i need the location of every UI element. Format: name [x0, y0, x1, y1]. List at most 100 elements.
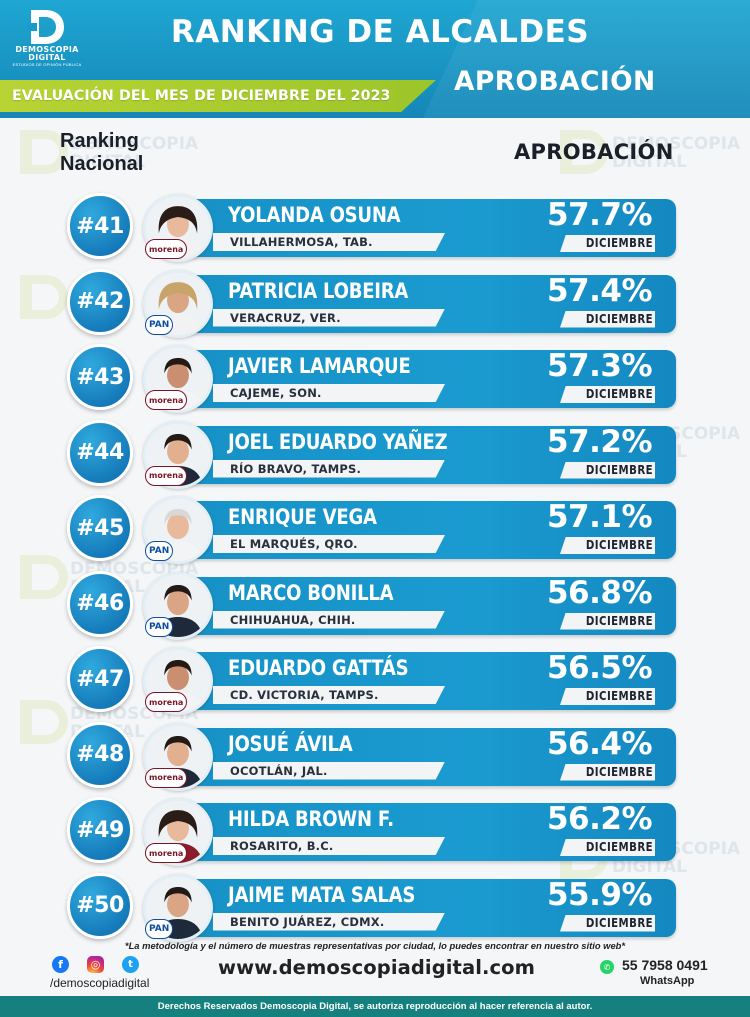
approval-value: 55.9%: [546, 876, 653, 913]
social-handle[interactable]: /demoscopiadigital: [50, 976, 150, 990]
logo-d-icon: [27, 8, 67, 46]
website-link[interactable]: www.demoscopiadigital.com: [218, 956, 536, 979]
mayor-name: JOEL EDUARDO YAÑEZ: [228, 429, 448, 454]
approval-value: 57.3%: [546, 348, 653, 384]
mayor-photo: [143, 194, 213, 262]
city-strip: [213, 610, 445, 629]
logo-tagline: ESTUDIOS DE OPINIÓN PÚBLICA: [12, 62, 82, 67]
month-strip: [560, 914, 655, 932]
mayor-name: EDUARDO GATTÁS: [228, 656, 409, 680]
ranking-row: #48 morena JOSUÉ ÁVILA OCOTLÁN, JAL. 56.…: [0, 719, 750, 794]
month-strip: [560, 310, 655, 328]
party-logo-icon: morena: [145, 239, 188, 259]
approval-value: 57.4%: [546, 272, 653, 309]
twitter-icon[interactable]: t: [122, 956, 139, 973]
city-strip: [213, 686, 445, 704]
mayor-city: BENITO JUÁREZ, CDMX.: [230, 914, 385, 929]
city-strip: [213, 233, 445, 251]
approval-month: DICIEMBRE: [585, 764, 653, 779]
mayor-city: VERACRUZ, VER.: [230, 310, 341, 325]
mayor-name: MARCO BONILLA: [228, 580, 394, 605]
ranking-row: #46 PAN MARCO BONILLA CHIHUAHUA, CHIH. 5…: [0, 568, 750, 643]
methodology-note: *La metodología y el número de muestras …: [124, 940, 626, 951]
mayor-name: JAIME MATA SALAS: [228, 882, 416, 907]
rank-number: #41: [76, 213, 124, 239]
city-strip: [213, 837, 445, 855]
rank-number: #44: [76, 440, 124, 465]
facebook-icon[interactable]: f: [52, 956, 69, 973]
ranking-row: #41 morena YOLANDA OSUNA VILLAHERMOSA, T…: [0, 190, 750, 265]
ranking-column-label: Ranking Nacional: [60, 130, 144, 175]
rank-badge: #47: [67, 646, 133, 712]
rank-badge: #48: [67, 721, 133, 788]
copyright-text: Derechos Reservados Demoscopia Digital, …: [157, 1001, 593, 1012]
approval-month: DICIEMBRE: [585, 613, 653, 628]
mayor-city: CAJEME, SON.: [230, 386, 322, 400]
month-strip: [560, 763, 655, 781]
month-strip: [560, 537, 655, 554]
copyright-bar: Derechos Reservados Demoscopia Digital, …: [0, 996, 750, 1017]
header-banner: DEMOSCOPIA DIGITAL ESTUDIOS DE OPINIÓN P…: [0, 0, 750, 118]
approval-value: 56.8%: [546, 574, 653, 611]
approval-value: 57.1%: [546, 499, 653, 535]
mayor-city: RÍO BRAVO, TAMPS.: [230, 461, 362, 476]
approval-value: 56.2%: [546, 801, 653, 837]
logo-name: DEMOSCOPIA DIGITAL: [15, 45, 79, 62]
ranking-row: #50 PAN JAIME MATA SALAS BENITO JUÁREZ, …: [0, 870, 750, 945]
month-strip: [560, 235, 655, 252]
approval-value: 56.4%: [546, 725, 653, 762]
evaluation-banner: EVALUACIÓN DEL MES DE DICIEMBRE DEL 2023: [0, 80, 436, 112]
party-logo-icon: PAN: [145, 616, 174, 637]
party-logo-icon: morena: [145, 767, 188, 788]
mayor-name: YOLANDA OSUNA: [228, 203, 401, 227]
rank-badge: #46: [67, 570, 133, 637]
ranking-row: #49 morena HILDA BROWN F. ROSARITO, B.C.…: [0, 794, 750, 869]
whatsapp-icon[interactable]: ✆: [600, 960, 614, 974]
approval-month: DICIEMBRE: [585, 387, 653, 401]
brand-logo[interactable]: DEMOSCOPIA DIGITAL ESTUDIOS DE OPINIÓN P…: [10, 8, 84, 74]
party-logo-icon: PAN: [145, 541, 174, 561]
mayor-name: ENRIQUE VEGA: [228, 505, 377, 529]
ranking-row: #42 PAN PATRICIA LOBEIRA VERACRUZ, VER. …: [0, 266, 750, 341]
approval-month: DICIEMBRE: [585, 689, 653, 703]
city-strip: [213, 912, 445, 931]
rank-number: #49: [76, 817, 124, 843]
rank-badge: #50: [67, 872, 133, 939]
approval-column-label: APROBACIÓN: [514, 140, 674, 164]
mayor-city: VILLAHERMOSA, TAB.: [230, 235, 373, 249]
mayor-photo: [143, 873, 213, 942]
party-logo-icon: PAN: [145, 314, 174, 335]
approval-value: 56.5%: [546, 650, 653, 686]
rank-number: #47: [76, 666, 124, 692]
approval-value: 57.2%: [546, 423, 653, 460]
mayor-name: JAVIER LAMARQUE: [228, 354, 411, 378]
page-subtitle: APROBACIÓN: [454, 66, 656, 97]
whatsapp-label: WhatsApp: [640, 975, 695, 987]
mayor-name: HILDA BROWN F.: [228, 807, 394, 831]
rank-number: #43: [76, 364, 124, 390]
city-strip: [213, 308, 445, 327]
mayor-city: CD. VICTORIA, TAMPS.: [230, 688, 379, 702]
approval-month: DICIEMBRE: [585, 915, 653, 930]
party-logo-icon: PAN: [145, 918, 174, 939]
city-strip: [213, 761, 445, 780]
approval-month: DICIEMBRE: [585, 311, 653, 326]
city-strip: [213, 535, 445, 553]
month-strip: [560, 839, 655, 856]
rank-number: #46: [76, 591, 124, 616]
month-strip: [560, 461, 655, 479]
approval-month: DICIEMBRE: [585, 462, 653, 477]
month-strip: [560, 612, 655, 630]
social-links: f ◎ t: [52, 956, 139, 973]
mayor-name: JOSUÉ ÁVILA: [228, 731, 353, 756]
whatsapp-phone[interactable]: 55 7958 0491: [622, 957, 708, 973]
rank-badge: #43: [67, 344, 133, 410]
approval-value: 57.7%: [546, 197, 653, 233]
party-logo-icon: morena: [145, 843, 188, 863]
city-strip: [213, 459, 445, 478]
mayor-city: OCOTLÁN, JAL.: [230, 763, 328, 778]
ranking-row: #43 morena JAVIER LAMARQUE CAJEME, SON. …: [0, 341, 750, 416]
page-title: RANKING DE ALCALDES: [170, 14, 590, 50]
rank-badge: #49: [67, 797, 133, 863]
instagram-icon[interactable]: ◎: [87, 956, 104, 973]
